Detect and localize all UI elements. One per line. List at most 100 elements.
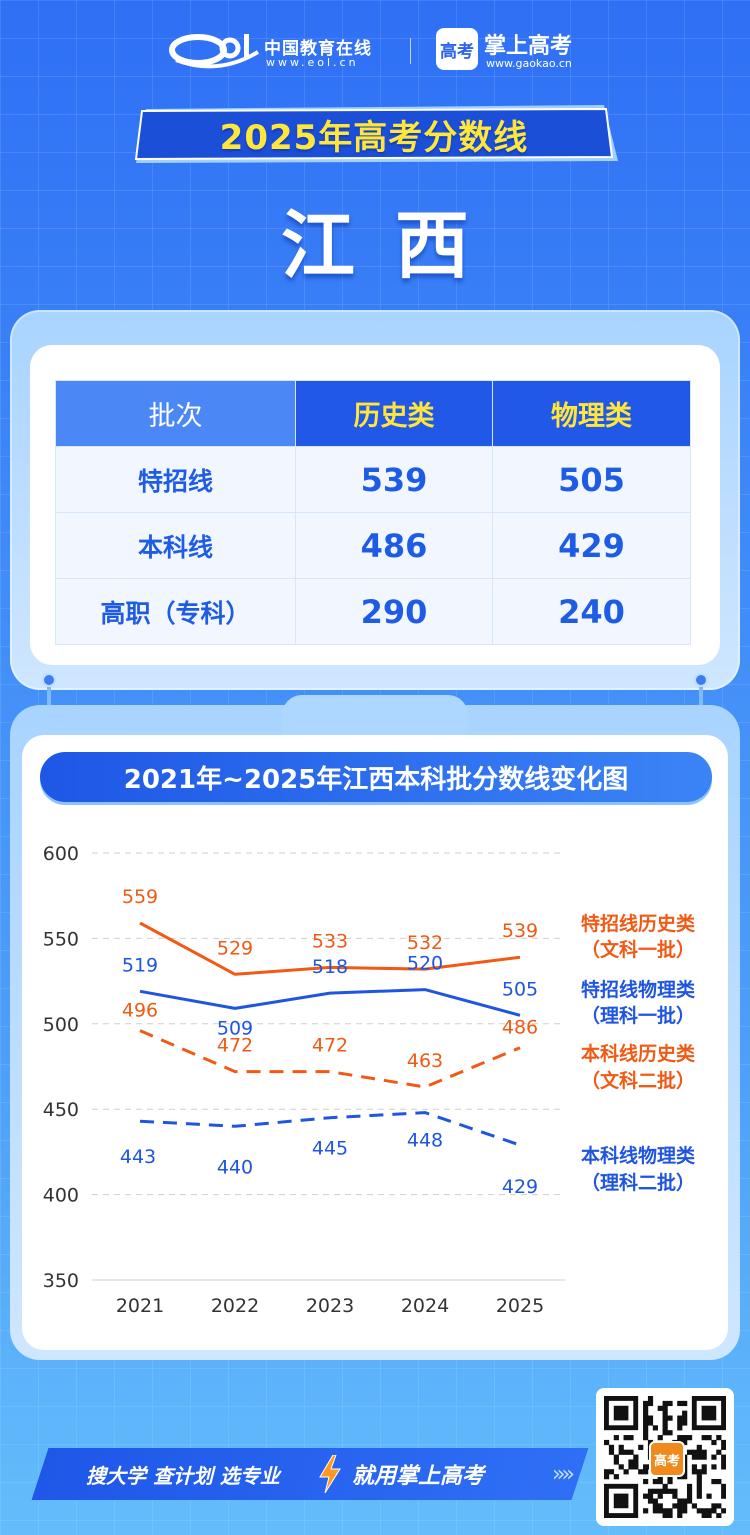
qr-module: [608, 1469, 615, 1475]
legend-entry: 本科线物理类: [581, 1144, 695, 1167]
data-label: 559: [122, 886, 158, 908]
qr-module: [677, 1435, 683, 1441]
qr-module: [696, 1483, 702, 1490]
qr-module: [677, 1498, 683, 1504]
qr-module: [682, 1410, 688, 1416]
qr-module: [652, 1508, 658, 1514]
qr-module: [721, 1459, 726, 1465]
physics-score: 429: [492, 512, 691, 579]
qr-module: [686, 1493, 693, 1499]
qr-module: [628, 1464, 634, 1470]
qr-module: [701, 1449, 707, 1455]
data-label: 519: [122, 954, 158, 976]
qr-module: [662, 1508, 668, 1514]
data-label: 448: [407, 1130, 443, 1152]
data-label: 445: [312, 1138, 348, 1160]
qr-module: [643, 1464, 649, 1470]
footer-cta: 就用掌上高考: [352, 1464, 485, 1489]
table-header-row: 批次 历史类 物理类: [55, 380, 691, 447]
qr-module: [691, 1503, 698, 1509]
gaokao-url: www.gaokao.cn: [486, 57, 572, 70]
qr-module: [696, 1478, 702, 1485]
qr-module: [643, 1420, 649, 1426]
data-label: 440: [217, 1156, 253, 1178]
data-label: 472: [312, 1035, 348, 1057]
x-tick-label: 2025: [496, 1295, 544, 1317]
qr-module: [657, 1503, 663, 1509]
table-row: 特招线 539 505: [55, 446, 691, 513]
data-label: 505: [502, 978, 538, 1000]
qr-module: [643, 1430, 649, 1436]
qr-module: [613, 1405, 629, 1421]
qr-module: [628, 1449, 634, 1455]
card-connector-left: [47, 680, 51, 722]
qr-module: [696, 1454, 702, 1460]
qr-module: [657, 1488, 663, 1494]
qr-module: [647, 1420, 654, 1426]
eol-logo-icon: [169, 34, 260, 69]
data-label: 463: [407, 1050, 443, 1072]
legend-entry: 特招线物理类: [581, 978, 695, 1001]
qr-module: [662, 1513, 668, 1518]
qr-module: [721, 1493, 726, 1499]
y-tick-label: 350: [43, 1270, 79, 1292]
qr-module: [701, 1513, 707, 1518]
qr-module: [691, 1464, 698, 1470]
qr-module: [638, 1444, 644, 1450]
qr-module: [721, 1483, 726, 1490]
y-tick-label: 450: [43, 1099, 79, 1121]
qr-module: [643, 1478, 649, 1485]
qr-module: [706, 1435, 712, 1441]
legend-entry: 本科线历史类: [581, 1042, 695, 1065]
qr-module: [604, 1474, 610, 1480]
province-title: 江西: [281, 203, 509, 289]
qr-module: [633, 1459, 639, 1465]
qr-module: [701, 1435, 707, 1441]
qr-module: [711, 1508, 717, 1514]
physics-score: 240: [492, 578, 691, 645]
banner-title: 2025年高考分数线: [219, 117, 529, 158]
header-logos: 中国教育在线 www.eol.cn 高考 掌上高考 www.gaokao.cn: [0, 24, 750, 80]
legend-entry-sub: （理科一批）: [581, 1004, 695, 1027]
qr-module: [657, 1478, 663, 1485]
qr-module: [633, 1464, 639, 1470]
qr-module: [701, 1508, 707, 1514]
qr-module: [667, 1513, 673, 1518]
connector-dot: [694, 673, 708, 687]
qr-module: [677, 1513, 683, 1518]
qr-module: [643, 1410, 649, 1416]
footer-slogan: 搜大学 查计划 选专业: [86, 1463, 280, 1488]
qr-module: [667, 1400, 673, 1407]
qr-module: [677, 1415, 683, 1421]
qr-module: [686, 1449, 693, 1455]
qr-module: [686, 1435, 693, 1441]
qr-module: [667, 1478, 673, 1485]
double-arrow-icon: »»: [552, 1462, 575, 1487]
data-label: 533: [312, 930, 348, 952]
data-label: 520: [407, 953, 443, 975]
data-label: 509: [217, 1017, 253, 1039]
legend-entry-sub: （理科二批）: [581, 1171, 695, 1194]
qr-module: [696, 1449, 702, 1455]
eol-url: www.eol.cn: [266, 56, 359, 69]
qr-module: [721, 1439, 726, 1446]
qr-module: [608, 1449, 615, 1455]
legend-entry-sub: （文科一批）: [581, 938, 695, 961]
qr-module: [701, 1454, 707, 1460]
qr-module: [662, 1405, 668, 1411]
qr-module: [647, 1396, 654, 1402]
score-table: 批次 历史类 物理类 特招线 539 505 本科线 486 429 高职（专科…: [55, 380, 691, 645]
qr-module: [633, 1454, 639, 1460]
qr-module: [721, 1488, 726, 1494]
y-tick-label: 400: [43, 1185, 79, 1207]
qr-module: [647, 1498, 654, 1504]
qr-module: [682, 1439, 688, 1446]
qr-module: [647, 1488, 654, 1494]
qr-module: [711, 1478, 717, 1485]
qr-module: [701, 1464, 707, 1470]
qr-module: [643, 1415, 649, 1421]
series-line: [139, 1029, 521, 1089]
qr-module: [706, 1508, 712, 1514]
qr-module: [721, 1444, 726, 1450]
data-label: 486: [502, 1017, 538, 1039]
